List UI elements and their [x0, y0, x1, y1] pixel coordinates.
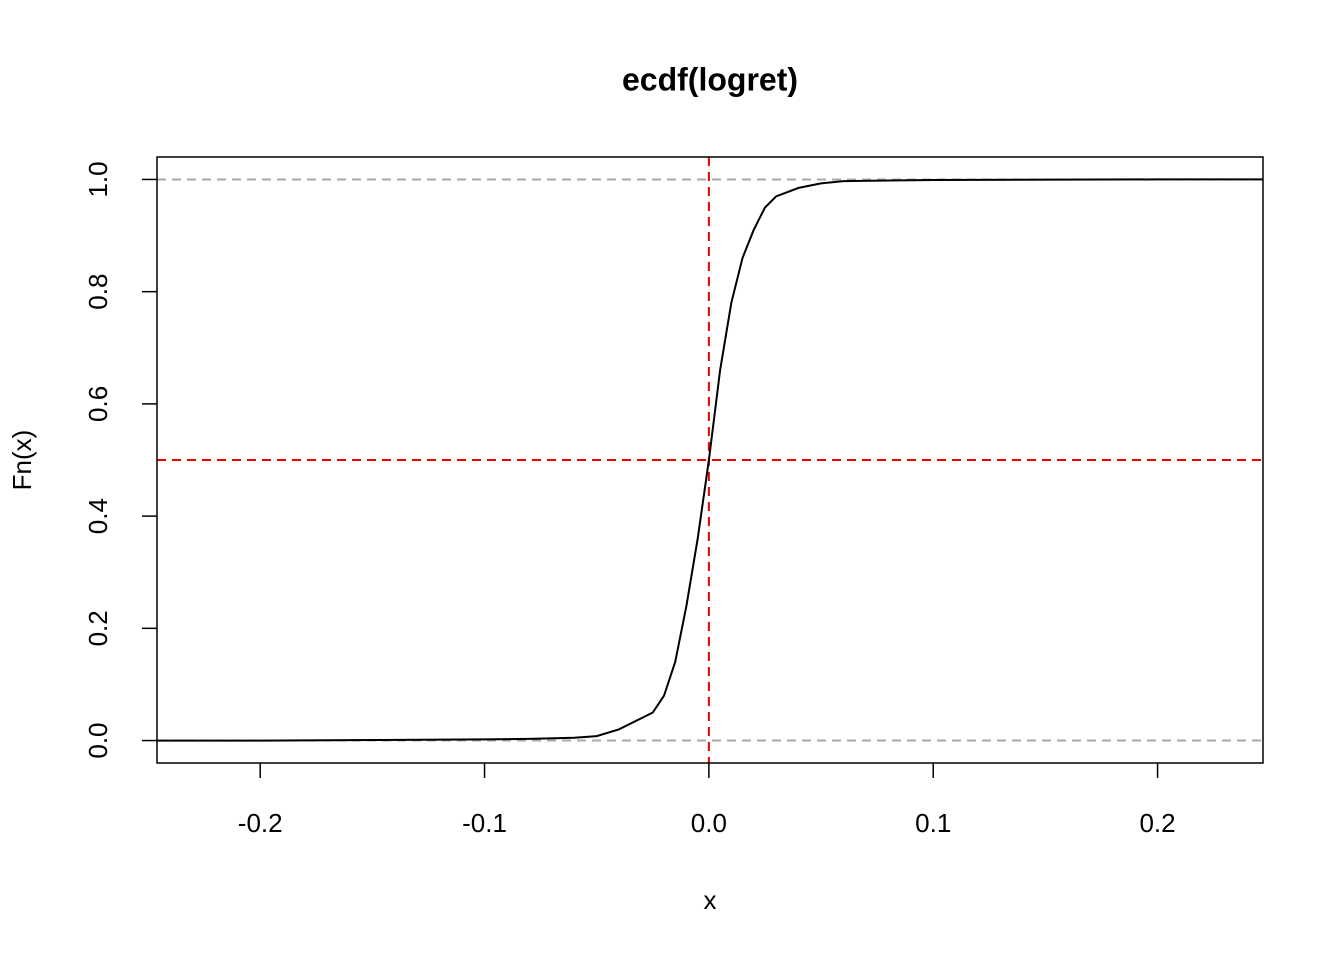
y-tick-label: 0.4 [83, 498, 113, 534]
y-tick-label: 0.2 [83, 610, 113, 646]
x-tick-label: 0.0 [691, 808, 727, 838]
x-tick-label: 0.2 [1139, 808, 1175, 838]
x-tick-label: -0.2 [238, 808, 283, 838]
y-tick-label: 0.0 [83, 722, 113, 758]
plot-frame [156, 156, 1264, 764]
y-tick-label: 1.0 [83, 161, 113, 197]
y-axis-label: Fn(x) [7, 430, 37, 491]
x-tick-label: -0.1 [462, 808, 507, 838]
y-tick-label: 0.6 [83, 386, 113, 422]
x-tick-label: 0.1 [915, 808, 951, 838]
ecdf-line [157, 178, 1263, 742]
x-axis-label: x [704, 885, 717, 915]
y-tick-label: 0.8 [83, 274, 113, 310]
chart-title: ecdf(logret) [622, 61, 798, 97]
